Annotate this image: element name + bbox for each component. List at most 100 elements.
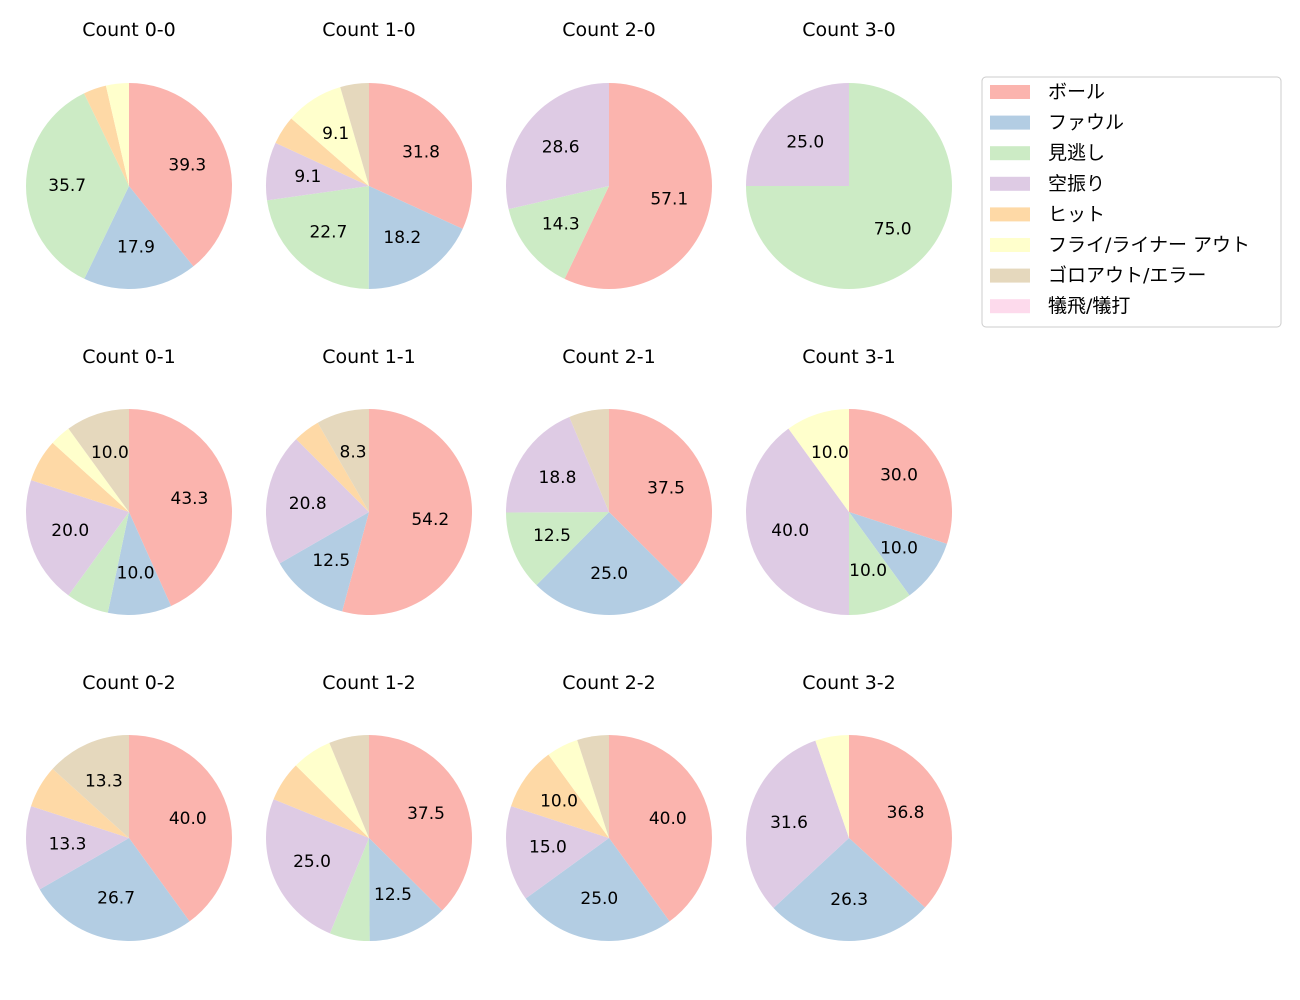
pie-slice-4: [31, 442, 129, 512]
slice-label: 25.0: [786, 132, 824, 152]
pie-count-1-1: Count 1-1 54.2 12.5 20.8 8.3: [266, 346, 472, 615]
legend-swatch: [990, 238, 1030, 252]
pie-slice-1: [107, 512, 172, 615]
legend-swatch: [990, 176, 1030, 191]
pie-count-2-0: Count 2-0 57.1 14.3 28.6: [505, 19, 712, 289]
pie-slice-4: [31, 768, 129, 838]
slice-label: 13.3: [85, 772, 123, 792]
slice-label: 20.0: [51, 521, 89, 541]
slice-label: 10.0: [880, 538, 918, 558]
pie-slice-3: [746, 428, 849, 615]
legend-item: ゴロアウト/エラー: [990, 265, 1206, 287]
pie-slice-3: [266, 439, 369, 564]
pie-slice-5: [52, 428, 129, 512]
slice-label: 18.8: [539, 468, 577, 488]
pie-slice-1: [84, 186, 194, 290]
pie-slice-1: [536, 512, 683, 615]
pie-slice-3: [506, 806, 609, 899]
slice-label: 75.0: [874, 220, 912, 240]
pie-slice-5: [295, 742, 369, 838]
pie-title: Count 3-0: [802, 19, 896, 41]
pie-slice-0: [609, 735, 713, 922]
legend-swatch: [990, 299, 1030, 314]
slice-label: 25.0: [590, 564, 628, 584]
pie-slice-6: [329, 735, 369, 838]
pie-slice-5: [548, 740, 609, 838]
pie-slice-4: [511, 754, 609, 838]
slice-label: 40.0: [649, 809, 687, 829]
pie-slice-2: [68, 512, 129, 613]
pie-slice-3: [26, 806, 129, 890]
legend-item: 犠飛/犠打: [990, 295, 1130, 317]
pie-slice-1: [279, 512, 369, 612]
pie-count-3-1: Count 3-1 30.0 10.0 10.0 40.0 10.0: [746, 346, 952, 615]
pie-slice-0: [129, 83, 232, 267]
pie-title: Count 2-1: [562, 346, 656, 368]
pie-slice-6: [68, 409, 129, 512]
slice-label: 30.0: [880, 466, 918, 486]
legend-item: ヒット: [990, 203, 1105, 225]
pie-slice-0: [564, 83, 712, 289]
pie-slice-2: [25, 93, 129, 279]
legend-item: フライ/ライナー アウト: [990, 234, 1250, 256]
pie-slice-3: [506, 416, 609, 513]
legend-label: 犠飛/犠打: [1048, 295, 1130, 317]
pie-slice-6: [317, 409, 369, 512]
slice-label: 9.1: [322, 124, 349, 144]
slice-label: 25.0: [293, 852, 331, 872]
slice-label: 54.2: [411, 510, 449, 530]
pie-slice-1: [849, 512, 947, 596]
slice-label: 28.6: [542, 138, 580, 158]
pie-slice-3: [26, 480, 129, 596]
pie-title: Count 0-2: [82, 672, 176, 694]
slice-label: 37.5: [647, 478, 685, 498]
legend-swatch: [990, 115, 1030, 130]
pie-slice-0: [342, 409, 472, 615]
pie-slice-0: [369, 735, 472, 911]
slice-label: 14.3: [542, 215, 580, 235]
pie-title: Count 1-1: [322, 346, 416, 368]
slice-label: 17.9: [117, 237, 155, 257]
pie-slice-0: [849, 735, 953, 908]
legend-item: 空振り: [990, 173, 1105, 195]
slice-label: 13.3: [49, 834, 87, 854]
slice-label: 43.3: [171, 489, 209, 509]
pie-slice-2: [849, 512, 910, 615]
slice-label: 8.3: [340, 442, 367, 462]
slice-label: 40.0: [169, 809, 207, 829]
slice-label: 18.2: [383, 228, 421, 248]
legend-item: ファウル: [990, 112, 1124, 134]
pie-slice-4: [84, 85, 129, 186]
legend-label: ヒット: [1048, 203, 1105, 225]
slice-label: 10.0: [540, 792, 578, 812]
pie-slice-2: [267, 186, 369, 289]
pie-slice-1: [773, 838, 925, 942]
pie-count-1-2: Count 1-2 37.5 12.5 25.0: [266, 672, 472, 941]
legend-swatch: [990, 268, 1030, 283]
pie-slice-1: [368, 186, 463, 289]
slice-label: 10.0: [849, 561, 887, 581]
pie-slice-6: [577, 735, 609, 838]
slice-label: 12.5: [312, 551, 350, 571]
legend-swatch: [990, 85, 1030, 99]
legend-swatch: [990, 207, 1030, 222]
legend-swatch: [990, 146, 1030, 161]
pie-slice-6: [52, 735, 129, 838]
pie-title: Count 3-1: [802, 346, 896, 368]
pie-title: Count 1-2: [322, 672, 416, 694]
slice-label: 31.8: [402, 143, 440, 163]
slice-label: 10.0: [91, 443, 129, 463]
slice-label: 12.5: [374, 885, 412, 905]
legend-label: 空振り: [1048, 173, 1105, 195]
pie-slice-3: [745, 740, 849, 909]
pie-slice-3: [266, 142, 369, 201]
slice-label: 37.5: [407, 804, 445, 824]
pie-slice-5: [815, 735, 849, 838]
slice-label: 35.7: [48, 176, 86, 196]
legend-label: ファウル: [1048, 112, 1124, 134]
pie-count-0-0: Count 0-0 39.3 17.9 35.7: [25, 19, 232, 290]
legend-item: ボール: [990, 81, 1105, 103]
slice-label: 26.3: [830, 890, 868, 910]
